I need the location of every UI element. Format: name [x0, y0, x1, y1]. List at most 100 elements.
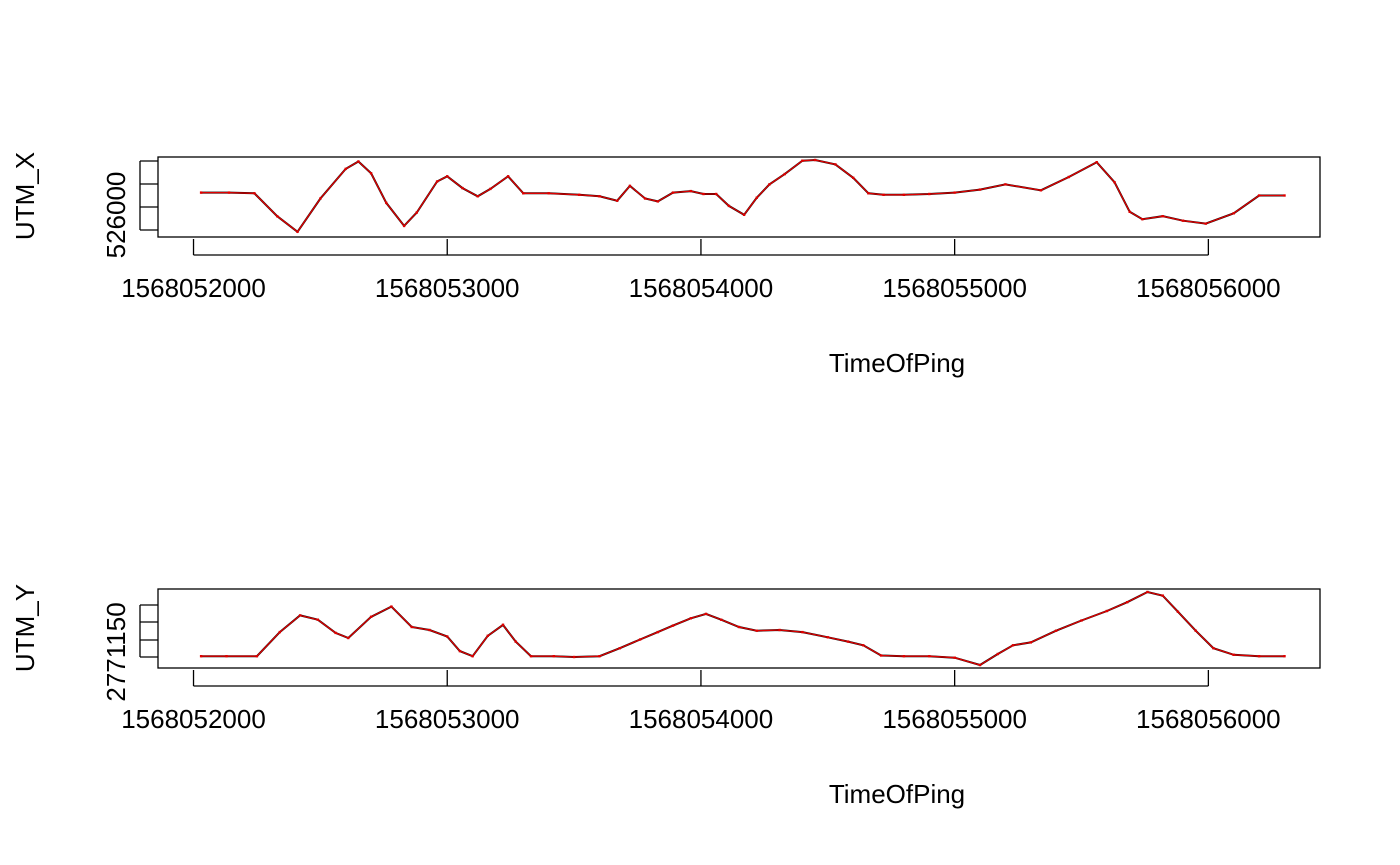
y-tick-label: 526000: [101, 172, 131, 259]
red-point: [344, 167, 347, 171]
plot-frame: [157, 588, 1321, 669]
red-point: [334, 631, 337, 635]
red-point: [486, 634, 489, 637]
red-point: [428, 628, 431, 632]
red-point: [1141, 218, 1144, 221]
x-tick-label: 1568056000: [1136, 704, 1281, 734]
red-point: [616, 199, 619, 202]
red-point: [813, 158, 817, 162]
x-tick-label: 1568054000: [629, 273, 774, 303]
red-point: [671, 191, 675, 194]
red-point: [369, 615, 373, 618]
red-point: [1128, 210, 1131, 213]
red-point: [1161, 594, 1164, 597]
red-point: [227, 191, 231, 194]
red-point: [882, 193, 885, 196]
red-point: [978, 188, 982, 191]
red-point: [834, 163, 837, 166]
red-point: [1067, 175, 1070, 179]
y-tick-label: 2771150: [101, 602, 131, 701]
red-point: [1146, 590, 1149, 594]
red-point: [357, 160, 360, 163]
red-point: [390, 605, 393, 608]
red-point: [446, 175, 449, 178]
utm-x-panel: 526000 UTM_X 1568052000 1568053000 156805400…: [10, 152, 1321, 378]
red-point: [446, 635, 449, 638]
red-point: [755, 629, 758, 632]
red-point: [1039, 189, 1043, 192]
red-point: [278, 630, 281, 634]
series-red-line: [201, 159, 1285, 233]
red-point: [715, 192, 718, 196]
red-point: [742, 213, 746, 216]
red-point: [522, 192, 525, 195]
red-point: [572, 655, 576, 659]
x-tick-label: 1568054000: [629, 704, 774, 734]
red-point: [1161, 215, 1164, 218]
red-point: [902, 655, 906, 658]
y-axis-label: UTM_Y: [10, 584, 40, 672]
red-point: [476, 195, 479, 198]
red-point: [1257, 194, 1261, 197]
red-point: [402, 224, 406, 228]
red-point: [1194, 629, 1197, 632]
red-point: [902, 193, 906, 196]
x-tick-label: 1568052000: [121, 273, 266, 303]
red-point: [435, 180, 439, 183]
x-tick-label: 1568053000: [375, 704, 520, 734]
plot-frame: [157, 156, 1321, 238]
red-point: [298, 614, 302, 617]
red-point: [255, 655, 259, 658]
red-point: [529, 655, 533, 658]
red-point: [618, 647, 621, 650]
red-point: [1257, 655, 1261, 658]
red-point: [1029, 641, 1032, 644]
red-point: [801, 630, 804, 634]
red-point: [458, 649, 462, 653]
red-point: [689, 189, 692, 193]
red-point: [489, 187, 492, 191]
red-point: [598, 655, 601, 658]
x-tick-label: 1568056000: [1136, 273, 1281, 303]
red-point: [978, 663, 982, 667]
red-point: [1176, 610, 1180, 613]
red-point: [471, 655, 474, 658]
red-point: [276, 215, 279, 218]
red-point: [1054, 629, 1058, 632]
red-point: [1113, 181, 1116, 184]
red-point: [1181, 219, 1185, 222]
red-point: [656, 200, 659, 203]
red-point: [385, 201, 388, 205]
red-point: [1095, 161, 1098, 164]
red-point: [720, 618, 723, 621]
red-point: [1232, 653, 1235, 656]
red-point: [826, 636, 829, 639]
red-point: [727, 204, 731, 208]
red-point: [702, 192, 705, 196]
red-point: [1080, 619, 1083, 622]
red-point: [1004, 183, 1007, 186]
red-point: [1011, 644, 1015, 647]
red-point: [801, 159, 804, 162]
red-point: [928, 192, 931, 196]
red-point: [778, 628, 781, 632]
red-point: [1105, 609, 1109, 613]
red-point: [461, 186, 464, 190]
red-point: [996, 652, 999, 656]
red-point: [768, 183, 771, 186]
red-point: [514, 640, 517, 643]
red-point: [671, 624, 675, 627]
red-point: [867, 192, 870, 195]
red-point: [852, 176, 855, 179]
red-point: [638, 638, 642, 641]
red-point: [501, 623, 505, 626]
x-tick-label: 1568055000: [882, 704, 1027, 734]
red-point: [1212, 647, 1215, 650]
red-point: [846, 640, 850, 643]
red-point: [689, 617, 692, 620]
red-point: [656, 630, 659, 634]
series-red-line: [201, 591, 1285, 666]
x-axis-label: TimeOfPing: [829, 348, 965, 378]
red-point: [1232, 212, 1235, 215]
red-point: [296, 230, 299, 233]
